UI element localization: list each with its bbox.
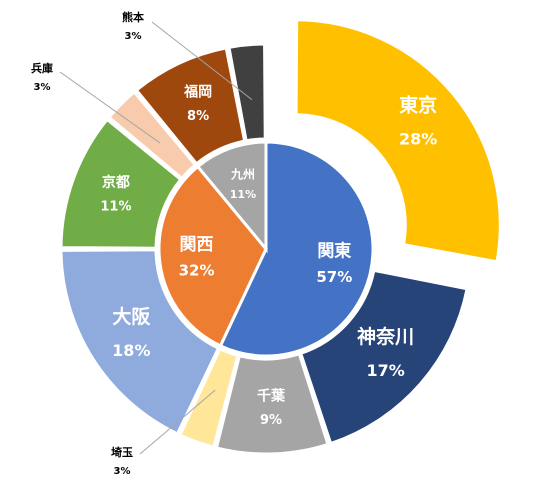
outer-slice-6: 京都 11% bbox=[59, 117, 183, 250]
outer-slice-shape bbox=[59, 117, 183, 250]
outer-slice-shape bbox=[178, 346, 240, 450]
outer-slice-name: 大阪 bbox=[112, 305, 151, 328]
outer-slice-name: 神奈川 bbox=[357, 325, 414, 348]
outer-slice-7 bbox=[106, 89, 198, 181]
callout-value: 3% bbox=[34, 82, 51, 93]
callout-leader-line bbox=[151, 21, 253, 101]
callout-name: 熊本 bbox=[122, 10, 144, 24]
outer-slice-shape bbox=[227, 42, 267, 143]
inner-slice-3: 九州 11% bbox=[195, 140, 268, 254]
inner-slice-1: 関東 57% bbox=[218, 140, 375, 358]
inner-slice-shape bbox=[157, 164, 268, 348]
inner-ring: 関東 57% 関西 32% 九州 11% bbox=[157, 140, 375, 358]
outer-slice-name: 千葉 bbox=[257, 387, 286, 404]
outer-slice-shape bbox=[294, 18, 502, 264]
outer-slice-5: 大阪 18% bbox=[59, 248, 221, 436]
outer-slice-2: 神奈川 17% bbox=[298, 268, 469, 446]
callout-value: 3% bbox=[114, 466, 131, 477]
callout-value: 3% bbox=[125, 31, 142, 42]
outer-slice-8: 福岡 8% bbox=[134, 46, 247, 166]
inner-slice-value: 11% bbox=[230, 188, 256, 201]
outer-slice-shape bbox=[214, 351, 330, 456]
callout-leader-line bbox=[59, 71, 161, 144]
callout-labels: 埼玉 3% 兵庫 3% 熊本 3% bbox=[31, 10, 253, 477]
inner-slice-shape bbox=[195, 140, 268, 254]
outer-slice-value: 9% bbox=[260, 413, 282, 428]
outer-slice-value: 28% bbox=[399, 130, 437, 149]
inner-slice-name: 関西 bbox=[180, 235, 214, 255]
outer-slice-shape bbox=[106, 89, 198, 181]
callout-leader-line bbox=[139, 389, 216, 455]
outer-slice-value: 18% bbox=[112, 341, 150, 360]
callout-name: 埼玉 bbox=[111, 445, 133, 459]
outer-slice-name: 福岡 bbox=[183, 84, 212, 101]
callout-4: 埼玉 3% bbox=[111, 389, 216, 477]
outer-slice-value: 8% bbox=[187, 109, 209, 124]
callout-name: 兵庫 bbox=[31, 61, 53, 75]
outer-slice-9 bbox=[227, 42, 267, 143]
outer-slice-shape bbox=[59, 248, 221, 436]
outer-slice-name: 東京 bbox=[399, 94, 437, 117]
inner-slice-value: 57% bbox=[316, 268, 352, 286]
inner-slice-name: 九州 bbox=[230, 167, 255, 182]
outer-slice-shape bbox=[134, 46, 247, 166]
inner-slice-value: 32% bbox=[179, 261, 215, 279]
inner-slice-name: 関東 bbox=[317, 240, 351, 261]
inner-slice-2: 関西 32% bbox=[157, 164, 268, 348]
outer-slice-value: 11% bbox=[100, 199, 131, 214]
inner-slice-shape bbox=[218, 140, 375, 358]
outer-slice-name: 京都 bbox=[102, 174, 130, 191]
outer-slice-shape bbox=[298, 268, 469, 446]
callout-9: 熊本 3% bbox=[122, 10, 253, 101]
callout-7: 兵庫 3% bbox=[31, 61, 161, 144]
outer-slice-1: 東京 28% bbox=[294, 18, 502, 264]
outer-slice-3: 千葉 9% bbox=[214, 351, 330, 456]
outer-ring: 東京 28% 神奈川 17% 千葉 9% 大阪 18% 京都 11% 福岡 8% bbox=[59, 18, 502, 456]
outer-slice-4 bbox=[178, 346, 240, 450]
outer-slice-value: 17% bbox=[366, 361, 404, 380]
